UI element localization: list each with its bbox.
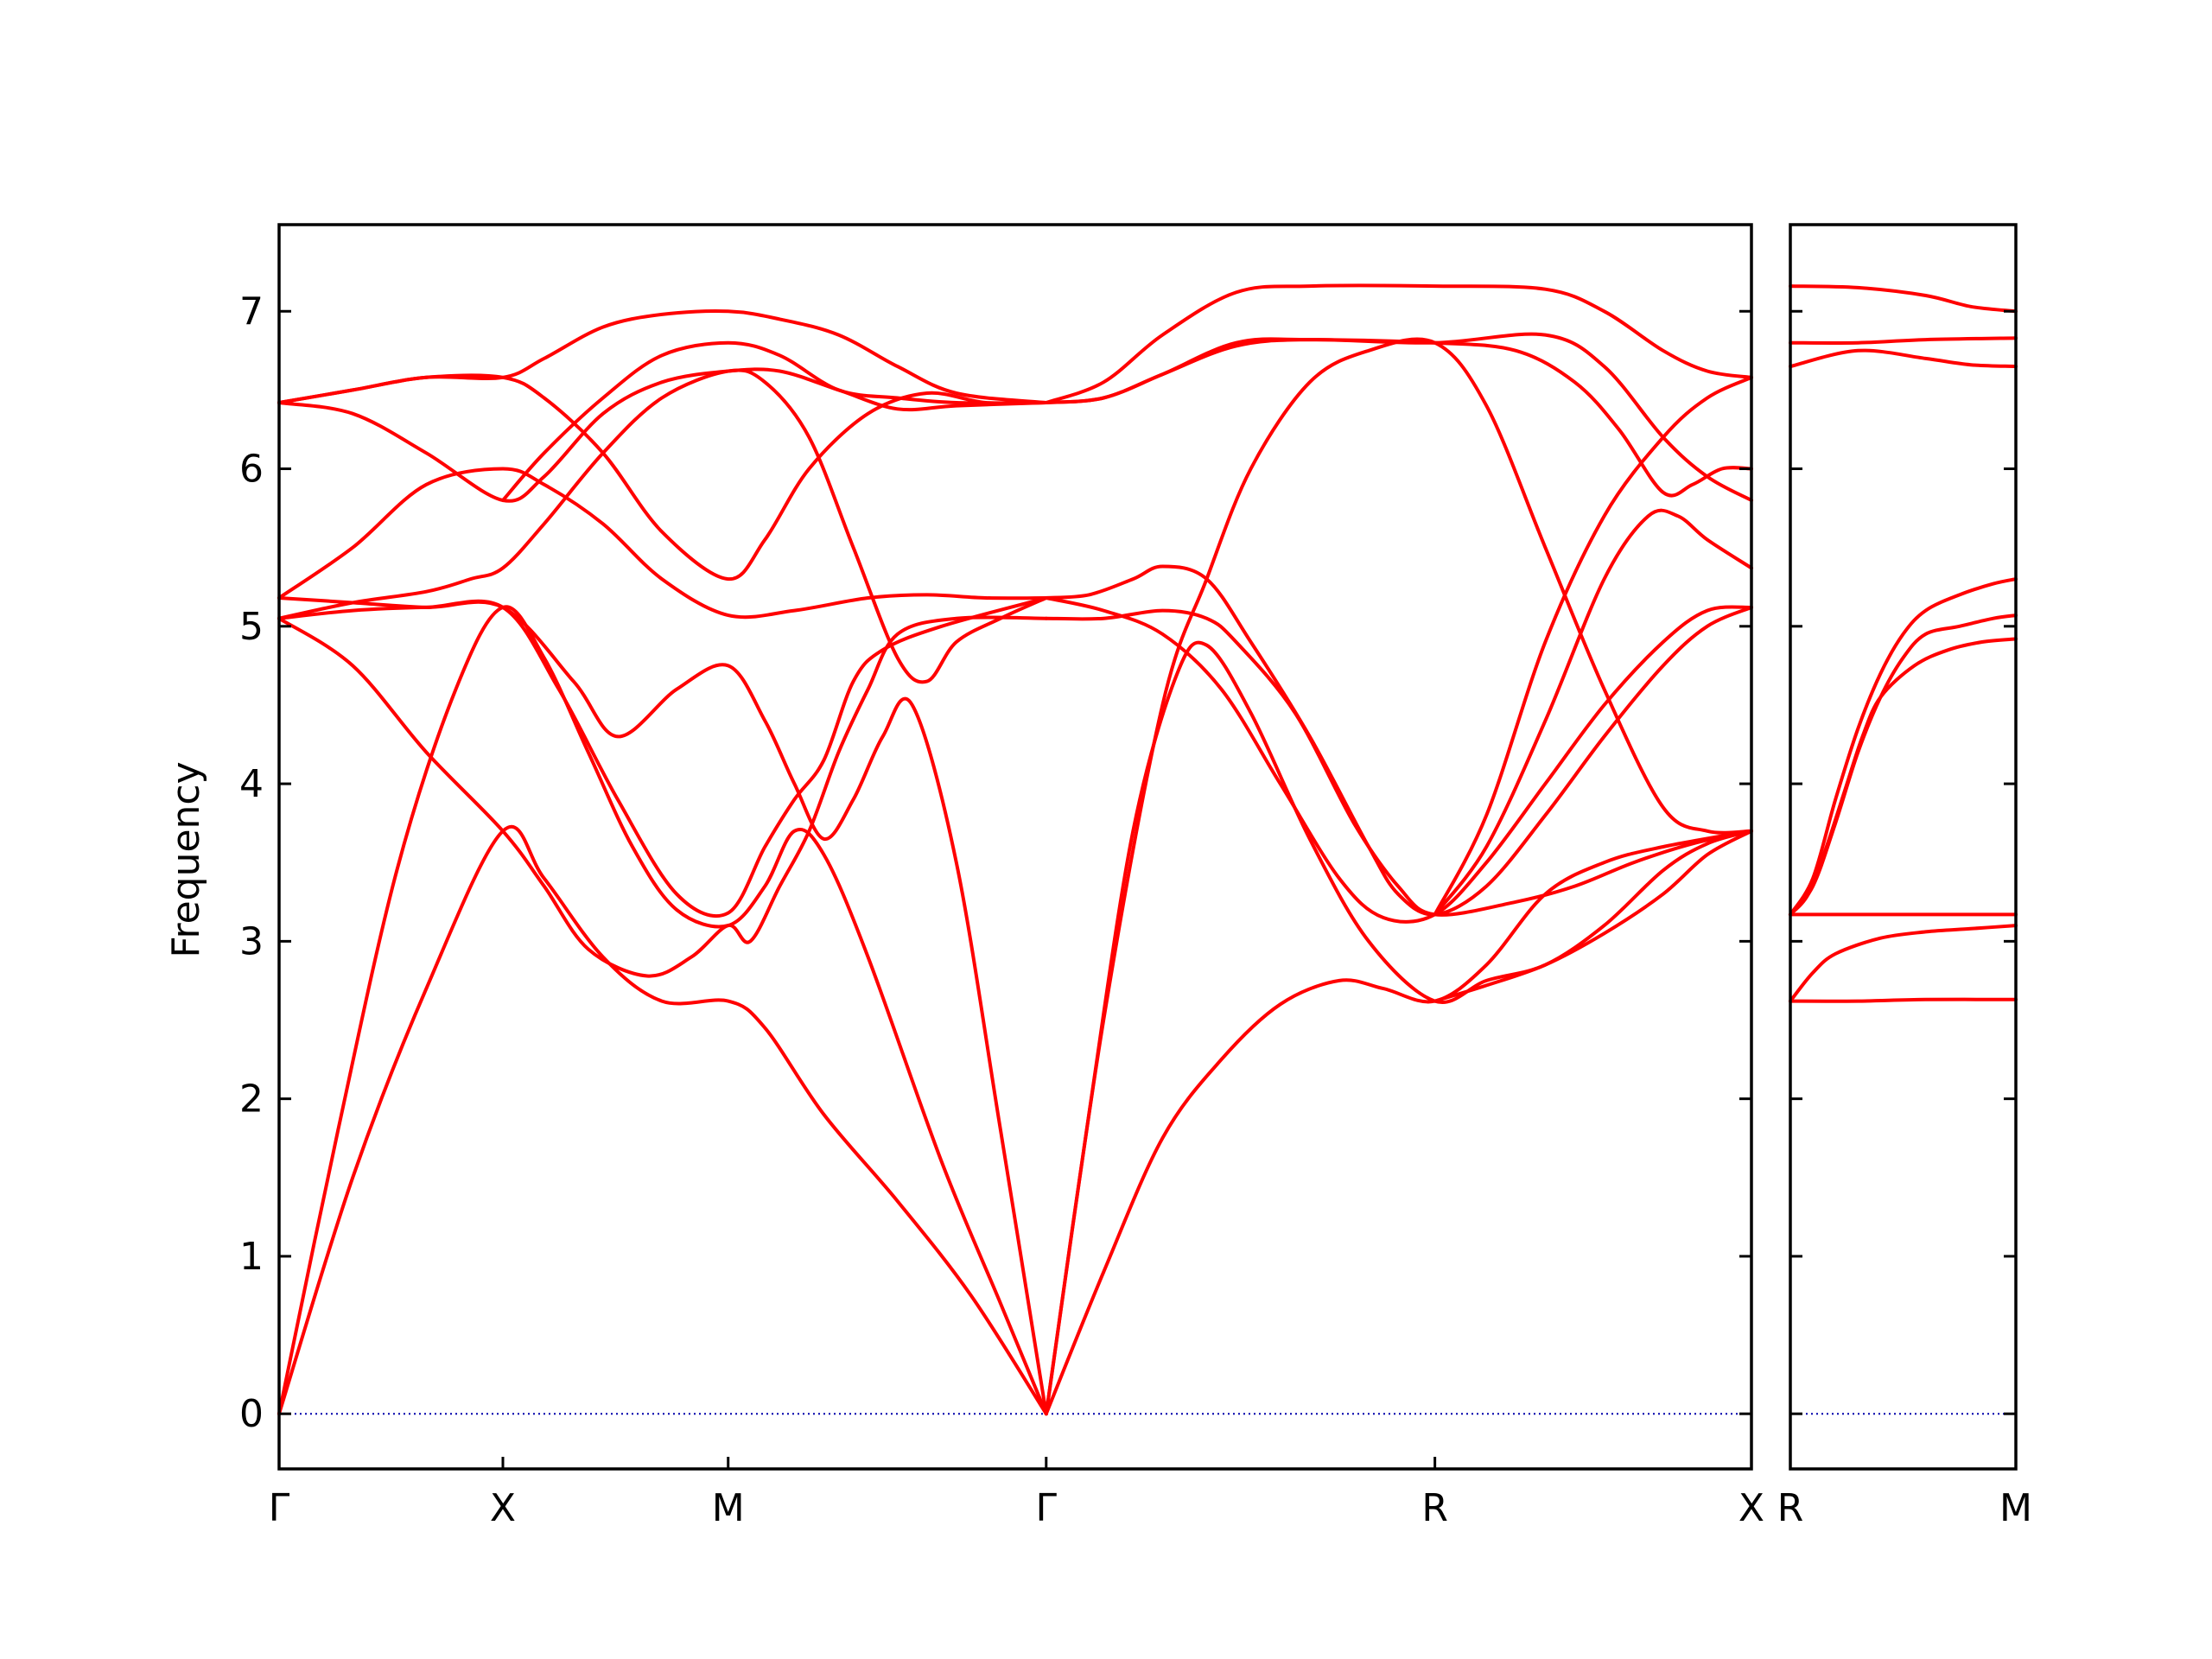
band-side-6: [1789, 577, 2018, 917]
band-main-15: [1044, 608, 1753, 917]
band-main-23: [1433, 375, 1753, 917]
plot-frame: [1789, 223, 2018, 1471]
band-side-7: [1789, 348, 2018, 369]
y-tick-label: 5: [239, 605, 264, 649]
band-main-18: [1044, 640, 1753, 1416]
x-tick-label: Γ: [1036, 1486, 1058, 1530]
band-main-8: [277, 373, 1048, 582]
band-main-6: [277, 467, 1048, 620]
band-main-13: [1044, 283, 1753, 404]
x-tick-label: R: [1777, 1486, 1804, 1530]
x-tick-label: M: [1999, 1486, 2032, 1530]
band-side-9: [1789, 284, 2018, 314]
x-tick-label: R: [1421, 1486, 1448, 1530]
band-main-20: [1044, 337, 1753, 1416]
band-main-1: [277, 824, 1048, 1416]
x-tick-label: M: [712, 1486, 745, 1530]
y-tick-label: 2: [239, 1077, 264, 1122]
y-tick-label: 6: [239, 448, 264, 492]
x-tick-label: Γ: [269, 1486, 290, 1530]
x-tick-label: X: [1738, 1486, 1764, 1530]
band-main-14: [1044, 332, 1753, 502]
band-side-8: [1789, 336, 2018, 345]
y-axis-label: Frequency: [164, 761, 208, 957]
y-tick-label: 4: [239, 762, 264, 806]
band-side-1: [1789, 997, 2018, 1003]
band-main-22: [1433, 508, 1753, 917]
band-main-19: [1044, 829, 1753, 1416]
band-side-2: [1789, 924, 2018, 1003]
band-main-9: [277, 367, 1048, 503]
band-main-10: [277, 309, 1048, 404]
x-tick-label: X: [490, 1486, 516, 1530]
y-tick-label: 1: [239, 1235, 264, 1279]
band-main-2: [277, 605, 1048, 1416]
y-tick-label: 0: [239, 1392, 264, 1436]
band-main-7: [277, 368, 1048, 684]
y-tick-label: 7: [239, 289, 264, 334]
band-main-16: [1044, 564, 1753, 917]
plot-frame: [277, 223, 1753, 1471]
band-main-3: [277, 615, 1048, 978]
y-tick-label: 3: [239, 919, 264, 963]
band-main-11: [501, 340, 1048, 502]
band-main-17: [1044, 596, 1753, 924]
band-side-4: [1789, 637, 2018, 917]
band-main-21: [1433, 829, 1753, 1003]
band-side-5: [1789, 613, 2018, 917]
main-panel: 0 1 2 3 4 5 6 7 Γ X M Γ R X: [239, 223, 1764, 1530]
band-main-5: [277, 596, 1048, 1416]
